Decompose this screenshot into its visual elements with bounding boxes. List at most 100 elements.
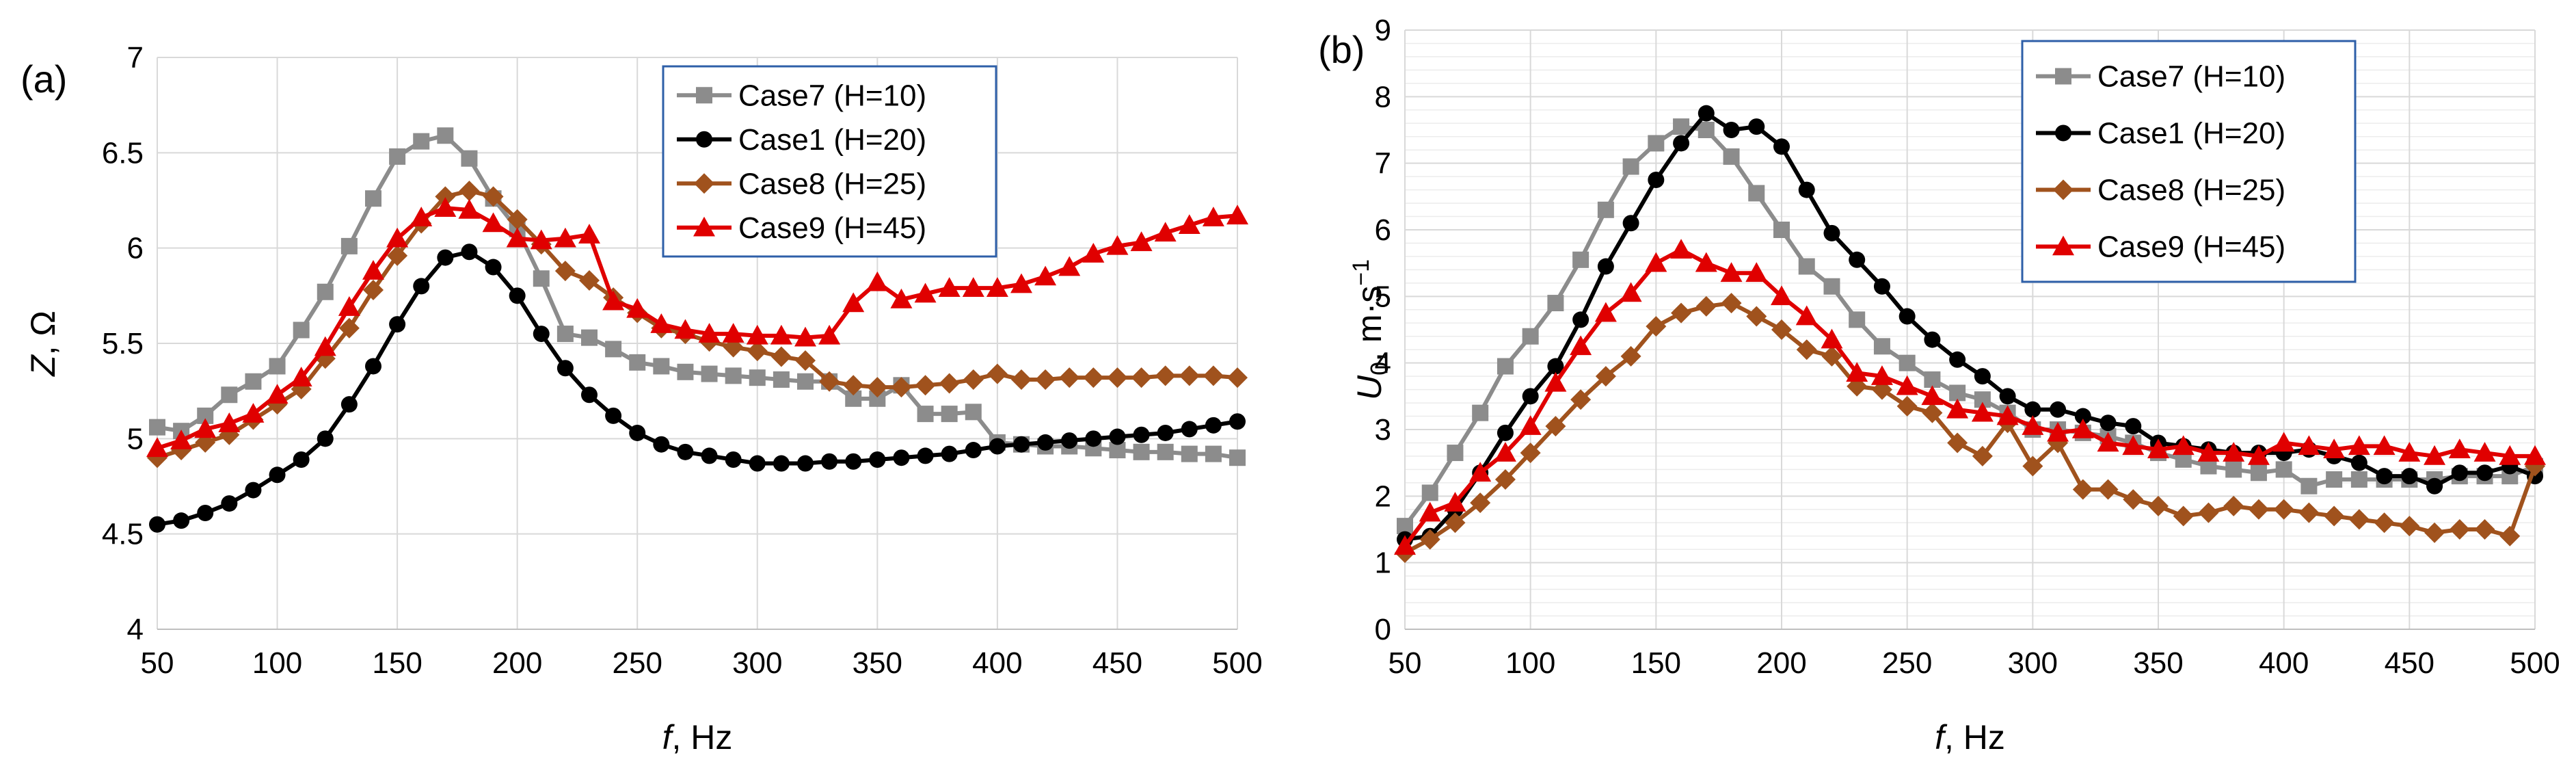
panel-a-impedance-chart: 4 4.5 5 5.5 6 6.5 7 50 100 150 200 250 300 350 400 450 5… [21, 41, 1263, 756]
y-axis-title: U0, m·s−1 [1348, 259, 1393, 400]
data-point [149, 516, 165, 533]
y-tick-label: 7 [127, 41, 144, 75]
data-point [581, 329, 598, 346]
data-point [1996, 405, 2019, 425]
data-point [1771, 319, 1792, 340]
data-point [770, 324, 792, 345]
data-point [2148, 495, 2169, 516]
data-point [1494, 442, 1516, 462]
data-point [698, 323, 721, 343]
data-point [317, 283, 334, 300]
data-point [1205, 417, 1222, 434]
data-point [1572, 251, 1589, 268]
data-point [1107, 367, 1128, 388]
legend-marker [694, 173, 714, 194]
legend-marker [696, 87, 712, 104]
data-point [1472, 404, 1489, 421]
data-point [1821, 345, 1842, 367]
data-point [749, 455, 766, 472]
data-point [437, 127, 454, 144]
data-point [269, 466, 286, 484]
y-tick-label: 6.5 [102, 136, 144, 170]
x-tick-label: 450 [2385, 646, 2434, 680]
data-point [1083, 367, 1104, 388]
data-point [915, 375, 936, 396]
data-point [1670, 239, 1693, 259]
x-tick-label: 50 [141, 646, 174, 680]
legend-entry-case7-h-10: Case7 (H=10) [677, 79, 926, 112]
data-point [939, 373, 960, 394]
data-point [2374, 512, 2395, 534]
data-point [578, 224, 600, 243]
data-point [1419, 529, 1440, 550]
data-point [554, 227, 576, 248]
data-point [1798, 181, 1815, 198]
data-point [2476, 464, 2493, 482]
data-point [245, 482, 262, 499]
data-point [1181, 421, 1198, 438]
data-point [482, 212, 505, 233]
y-tick-label: 3 [1375, 413, 1391, 447]
data-point [2047, 421, 2069, 442]
data-point [1519, 415, 1542, 435]
data-point [1873, 278, 1890, 295]
data-point [1058, 256, 1081, 276]
data-point [1157, 424, 1174, 441]
data-point [2499, 445, 2521, 465]
data-point [866, 271, 889, 291]
data-point [2223, 442, 2245, 462]
data-point [1896, 395, 1918, 417]
series-line [1403, 248, 2535, 548]
data-point [2373, 435, 2396, 456]
data-point [1419, 501, 1441, 522]
data-point [602, 290, 625, 311]
y-axis-title: Z, Ω [24, 311, 62, 377]
data-point [2223, 495, 2244, 516]
data-point [1949, 351, 1966, 368]
legend: Case7 (H=10) Case1 (H=20) Case8 (H=25) Case… [662, 65, 997, 258]
data-point [891, 377, 912, 398]
data-point [747, 341, 768, 362]
legend-marker [2055, 124, 2071, 142]
data-point [413, 133, 430, 150]
data-point [653, 436, 670, 453]
y-tick-label: 4 [1375, 347, 1391, 380]
data-point [2350, 454, 2367, 471]
data-point [1748, 118, 1765, 135]
data-point [1520, 443, 1541, 464]
x-tick-label: 400 [2259, 646, 2309, 680]
data-point [629, 354, 646, 371]
data-point [197, 505, 214, 522]
data-point [1522, 388, 1539, 405]
legend-marker [2055, 68, 2071, 85]
data-point [2272, 432, 2295, 452]
data-point [1922, 402, 1943, 423]
data-point [1594, 302, 1617, 322]
x-axis-title: f, Hz [1935, 718, 2005, 756]
data-point [2022, 456, 2043, 477]
data-point [1671, 302, 1692, 324]
legend-marker [2053, 179, 2074, 200]
data-point [1227, 367, 1248, 388]
data-point [1899, 354, 1916, 371]
x-tick-label: 250 [1882, 646, 1932, 680]
y-tick-label: 6 [127, 232, 144, 265]
data-point [2426, 477, 2443, 495]
data-point [987, 363, 1008, 384]
data-point [556, 360, 574, 377]
x-tick-label: 400 [972, 646, 1022, 680]
legend-label: Case9 (H=45) [2097, 231, 2285, 264]
data-point [1849, 251, 1866, 268]
data-point [1133, 443, 1150, 460]
data-point [365, 190, 381, 207]
data-point [2499, 525, 2521, 546]
data-point [1846, 362, 1868, 382]
y-axis-variable: U [1350, 375, 1388, 400]
data-point [1620, 282, 1642, 302]
data-point [2074, 408, 2091, 425]
data-point [1447, 445, 1464, 462]
y-axis-superscript: −1 [1348, 259, 1374, 286]
data-point [173, 512, 190, 529]
panel-b-velocity-chart: 0 1 2 3 4 5 6 7 8 9 50 100 150 200 250 300 350 400 450 500 (… [1318, 14, 2560, 756]
